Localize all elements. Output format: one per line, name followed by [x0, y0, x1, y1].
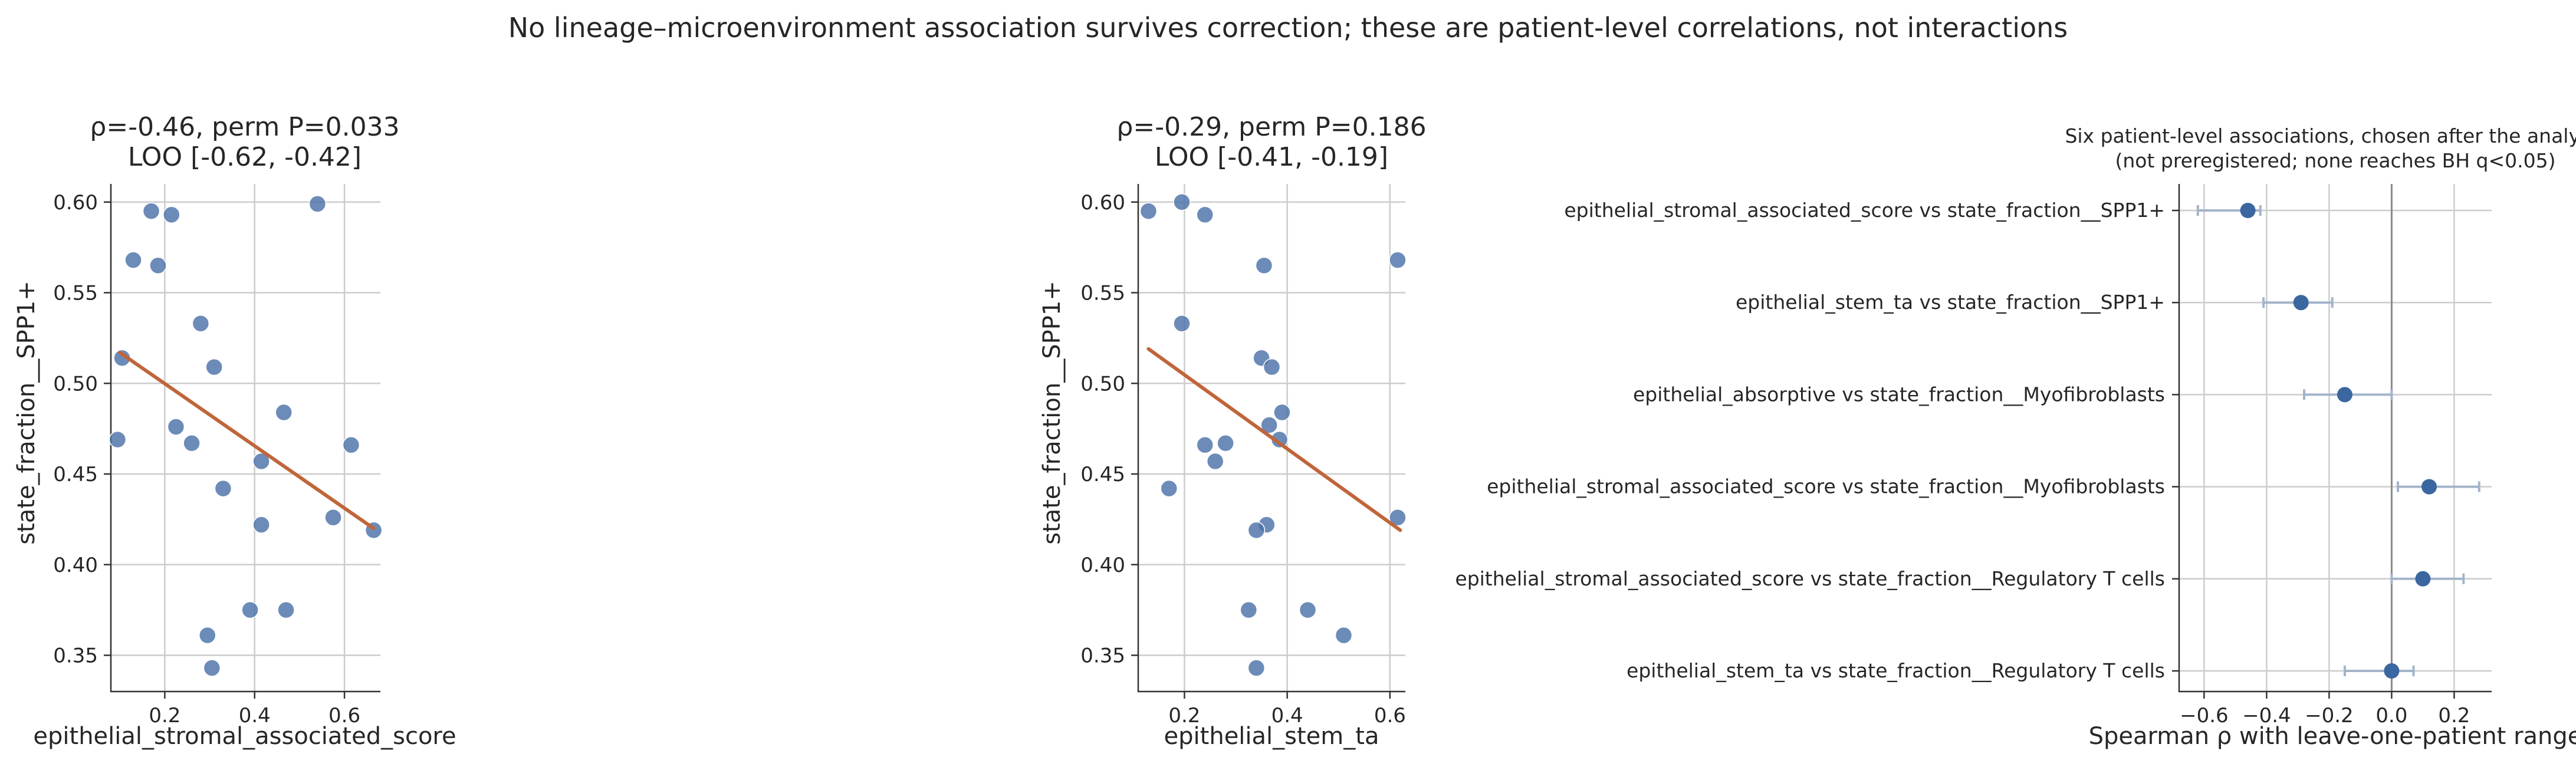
panel1-data-point: [342, 436, 360, 454]
panel1-title-line1: ρ=-0.46, perm P=0.033: [90, 112, 399, 142]
panel1-title-line2: LOO [-0.62, -0.42]: [128, 142, 362, 172]
panel1-data-point: [163, 206, 180, 224]
panel1-axes-spine: [110, 184, 380, 693]
panel2-data-point: [1160, 479, 1178, 498]
panel2-data-point: [1270, 430, 1289, 449]
panel1-data-point: [275, 403, 293, 422]
panel1-data-point: [167, 418, 185, 436]
panel2-data-point: [1217, 434, 1234, 452]
forest-x-tick-label: −0.4: [2242, 704, 2291, 728]
panel1-y-axis-label: state_fraction__SPP1+: [13, 281, 40, 545]
forest-estimate-point: [2421, 479, 2437, 495]
panel1-data-point: [192, 315, 210, 333]
panel2-axes-spine: [1137, 184, 1405, 693]
forest-row-label: epithelial_stromal_associated_score vs s…: [1564, 199, 2165, 222]
panel1-data-point: [199, 626, 216, 644]
panel2-y-tick-label: 0.45: [1080, 463, 1125, 486]
forest-axes-spine: [2178, 184, 2492, 693]
panel1-y-tick-label: 0.55: [53, 282, 98, 305]
panel2-y-tick-label: 0.40: [1080, 554, 1125, 577]
panel1-y-tick-label: 0.45: [53, 463, 98, 486]
panel1-data-point: [205, 358, 223, 376]
panel2-fit-line: [1146, 347, 1402, 532]
panel2-data-point: [1247, 521, 1266, 539]
panel1-y-tick-label: 0.35: [53, 644, 98, 668]
panel2-x-tick-label: 0.2: [1168, 704, 1200, 728]
panel2-data-point: [1389, 251, 1407, 269]
panel2-y-tick-label: 0.35: [1080, 644, 1125, 668]
scatter-panel-stromal-score: 0.2 0.4 0.6 0.35 0.40 0.45 0.50 0.55 0.60 ρ=-0.4…: [13, 112, 456, 750]
panel1-y-tick-label: 0.40: [53, 554, 98, 577]
panel1-data-point: [149, 256, 167, 275]
panel2-x-tick-label: 0.6: [1374, 704, 1406, 728]
scatter-panel-stem-ta: 0.2 0.4 0.6 0.35 0.40 0.45 0.50 0.55 0.60 ρ=-0.2…: [1039, 112, 1427, 750]
panel2-data-point: [1196, 436, 1214, 454]
panel2-x-axis-label: epithelial_stem_ta: [1164, 723, 1379, 750]
panel2-data-point: [1206, 452, 1224, 470]
panel1-data-point: [241, 601, 259, 619]
panel2-data-point: [1173, 193, 1191, 211]
panel1-fit-line: [118, 350, 376, 531]
panel1-data-point: [183, 434, 201, 452]
panel2-data-point: [1173, 315, 1191, 333]
panel2-y-tick-label: 0.60: [1080, 191, 1125, 215]
panel1-data-point: [214, 479, 232, 498]
panel1-data-point: [142, 202, 160, 220]
panel2-data-point: [1260, 416, 1278, 434]
forest-plot-panel: −0.6 −0.4 −0.2 0.0 0.2 epithelial_stromal_ass…: [1455, 124, 2576, 750]
forest-estimate-point: [2240, 203, 2256, 218]
panel2-data-point: [1139, 202, 1158, 220]
panel1-x-tick-label: 0.6: [328, 704, 360, 728]
forest-estimate-point: [2384, 663, 2400, 679]
panel3-title-line2: (not preregistered; none reaches BH q<0.…: [2115, 149, 2555, 172]
forest-x-tick-label: 0.2: [2438, 704, 2470, 728]
panel1-x-tick-label: 0.4: [239, 704, 271, 728]
forest-row-label: epithelial_absorptive vs state_fraction_…: [1633, 383, 2165, 406]
panel1-data-point: [324, 509, 342, 526]
panel1-y-tick-label: 0.60: [53, 191, 98, 215]
forest-x-tick-label: 0.0: [2375, 704, 2407, 728]
panel2-data-point: [1196, 206, 1214, 224]
panel2-y-tick-label: 0.50: [1080, 372, 1125, 396]
panel2-title-line2: LOO [-0.41, -0.19]: [1155, 142, 1388, 172]
forest-x-tick-label: −0.2: [2305, 704, 2354, 728]
panel3-x-axis-label: Spearman ρ with leave-one-patient range: [2089, 723, 2576, 750]
panel1-x-axis-label: epithelial_stromal_associated_score: [33, 723, 456, 750]
panel2-data-point: [1240, 601, 1258, 619]
panel2-data-point: [1335, 626, 1353, 644]
figure-suptitle: No lineage–microenvironment association …: [508, 12, 2068, 44]
panel1-data-point: [308, 195, 327, 213]
forest-estimate-point: [2337, 387, 2352, 403]
forest-x-tick-label: −0.6: [2180, 704, 2229, 728]
panel1-x-tick-label: 0.2: [149, 704, 180, 728]
panel1-data-point: [252, 516, 270, 534]
forest-row-label: epithelial_stem_ta vs state_fraction__Re…: [1627, 659, 2165, 682]
forest-row-label: epithelial_stromal_associated_score vs s…: [1487, 475, 2165, 498]
panel3-title-line1: Six patient-level associations, chosen a…: [2065, 124, 2576, 147]
panel2-data-point: [1263, 358, 1281, 376]
panel1-data-point: [203, 659, 221, 677]
panel2-data-point: [1255, 256, 1273, 275]
panel1-data-point: [252, 452, 270, 470]
forest-estimate-point: [2415, 571, 2431, 587]
panel2-x-tick-label: 0.4: [1271, 704, 1303, 728]
panel1-data-point: [109, 430, 127, 449]
panel2-y-axis-label: state_fraction__SPP1+: [1039, 281, 1066, 545]
panel1-data-point: [277, 601, 295, 619]
panel1-data-point: [124, 251, 142, 269]
panel2-title-line1: ρ=-0.29, perm P=0.186: [1116, 112, 1426, 142]
forest-row-label: epithelial_stem_ta vs state_fraction__SP…: [1736, 291, 2165, 314]
panel2-y-tick-label: 0.55: [1080, 282, 1125, 305]
panel2-data-point: [1389, 509, 1407, 526]
panel2-data-point: [1299, 601, 1317, 619]
forest-estimate-point: [2293, 295, 2309, 311]
panel2-data-point: [1247, 659, 1266, 677]
panel2-data-point: [1273, 403, 1291, 422]
panel1-y-tick-label: 0.50: [53, 372, 98, 396]
forest-row-label: epithelial_stromal_associated_score vs s…: [1455, 567, 2165, 590]
